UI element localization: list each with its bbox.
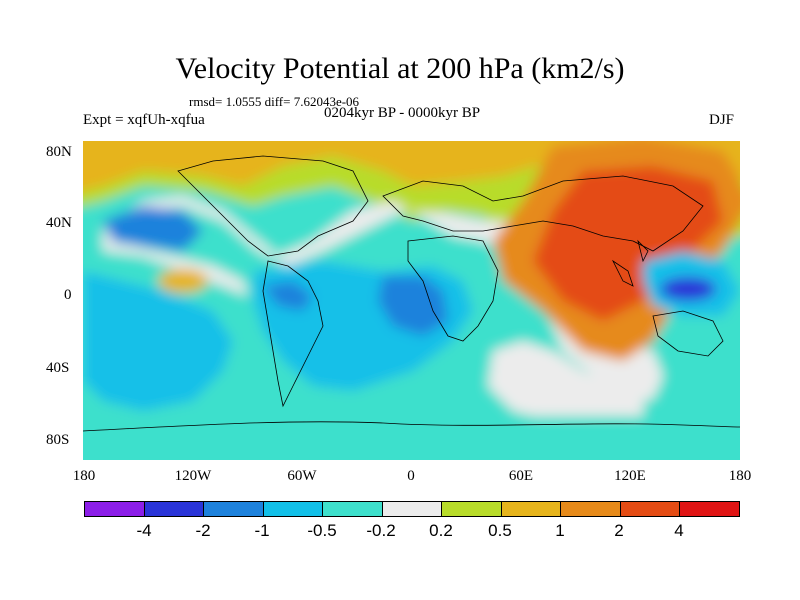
colorbar-swatch-2 — [204, 502, 264, 516]
velocity-potential-map — [83, 141, 740, 460]
x-tick-120e: 120E — [614, 468, 646, 484]
y-tick-80s: 80S — [46, 432, 70, 448]
y-tick-40s: 40S — [46, 360, 70, 376]
colorbar-label: -0.2 — [366, 521, 396, 540]
map-title: Velocity Potential at 200 hPa (km2/s) — [175, 52, 625, 85]
colorbar-swatch-0 — [85, 502, 145, 516]
x-tick-0: 0 — [407, 468, 415, 484]
colorbar-swatch-7 — [501, 502, 562, 516]
colorbar-label: -4 — [136, 521, 152, 540]
x-tick-120w: 120W — [174, 468, 212, 484]
x-tick-60w: 60W — [287, 468, 317, 484]
colorbar-label: 2 — [614, 521, 624, 540]
colorbar-label: -1 — [254, 521, 270, 540]
colorbar-label: -0.5 — [307, 521, 337, 540]
y-tick-40n: 40N — [46, 215, 72, 231]
colorbar-swatch-3 — [263, 502, 324, 516]
stats-text: rmsd= 1.0555 diff= 7.62043e-06 — [189, 94, 360, 109]
colorbar-swatch-10 — [680, 502, 740, 516]
colorbar-label: -2 — [195, 521, 211, 540]
colorbar-label: 4 — [674, 521, 684, 540]
colorbar-label: 0.5 — [488, 521, 512, 540]
period-label: 0204kyr BP - 0000kyr BP — [324, 105, 481, 121]
colorbar-label: 0.2 — [429, 521, 453, 540]
colorbar — [84, 501, 740, 517]
colorbar-swatch-9 — [620, 502, 681, 516]
x-tick-60e: 60E — [508, 468, 534, 484]
colorbar-swatch-8 — [561, 502, 621, 516]
season-label: DJF — [709, 112, 735, 128]
experiment-label: Expt = xqfUh-xqfua — [83, 112, 205, 128]
colorbar-swatch-5 — [382, 502, 443, 516]
y-tick-80n: 80N — [46, 144, 72, 160]
colorbar-swatch-6 — [442, 502, 502, 516]
map-field-svg — [83, 141, 740, 460]
colorbar-swatch-4 — [323, 502, 383, 516]
x-tick-180w: 180 — [72, 468, 96, 484]
x-tick-180e: 180 — [728, 468, 752, 484]
colorbar-swatch-1 — [144, 502, 205, 516]
y-tick-0: 0 — [64, 287, 72, 303]
colorbar-label: 1 — [555, 521, 565, 540]
